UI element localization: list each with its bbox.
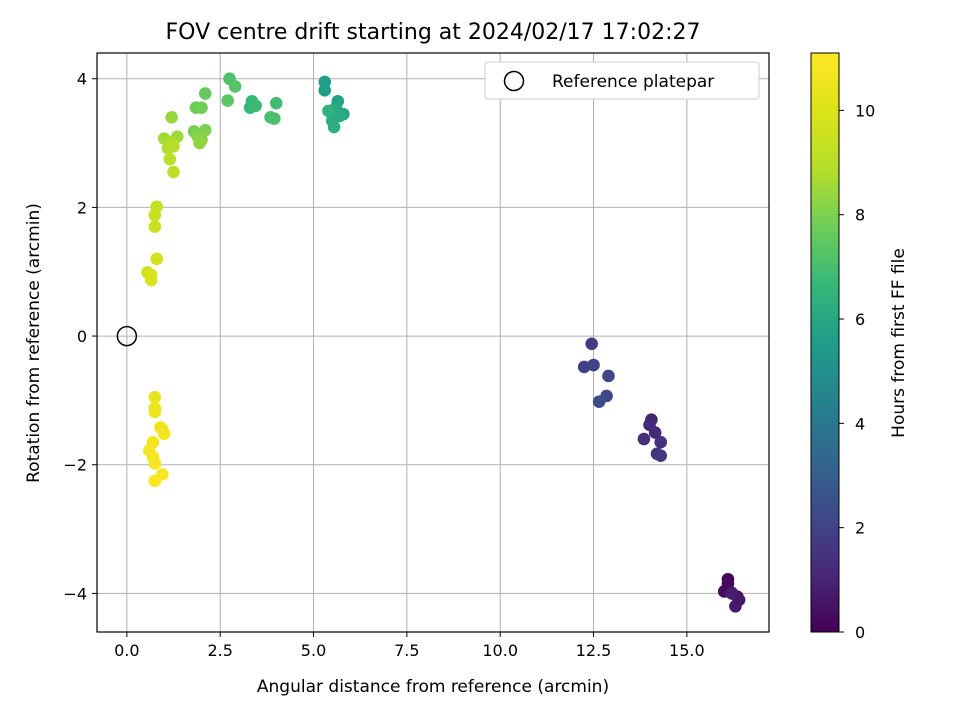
chart-title: FOV centre drift starting at 2024/02/17 … <box>166 20 701 45</box>
data-point <box>322 104 335 118</box>
legend: Reference platepar <box>484 61 760 100</box>
data-point <box>148 208 162 222</box>
data-point <box>654 435 668 449</box>
data-point <box>269 96 283 110</box>
data-point <box>585 337 598 351</box>
data-point <box>602 369 615 383</box>
data-point <box>228 80 242 93</box>
data-point <box>167 165 180 179</box>
data-point <box>148 390 162 404</box>
data-point <box>587 358 600 372</box>
plot-area: 0.0 2.5 5.0 7.5 10.0 12.5 15.0 −4 −2 0 2 4 <box>63 52 770 660</box>
data-point <box>592 395 606 408</box>
colorbar-gradient <box>810 52 840 633</box>
data-point <box>648 426 662 439</box>
data-point <box>148 474 162 488</box>
colorbar-title: Hours from first FF file <box>889 248 909 438</box>
data-point <box>577 360 591 374</box>
data-point <box>637 432 651 446</box>
data-point <box>193 136 206 150</box>
x-tick-label: 0.0 <box>114 641 139 660</box>
data-point <box>654 449 668 463</box>
x-tick-label: 12.5 <box>576 641 612 660</box>
legend-entry-label: Reference platepar <box>552 72 714 92</box>
y-axis-title: Rotation from reference (arcmin) <box>24 203 44 483</box>
data-point <box>148 220 162 233</box>
legend-box <box>484 61 760 100</box>
y-tick-label: −4 <box>63 584 87 603</box>
reference-platepar-marker <box>116 325 138 347</box>
colorbar-tick-label: 10 <box>855 101 875 120</box>
x-tick-label: 15.0 <box>669 641 705 660</box>
x-tick-label: 7.5 <box>394 641 419 660</box>
x-tick-label: 5.0 <box>301 641 326 660</box>
x-axis-title: Angular distance from reference (arcmin) <box>257 677 609 697</box>
x-tick-label: 2.5 <box>207 641 232 660</box>
data-point <box>157 427 171 441</box>
data-point <box>268 112 281 125</box>
data-point <box>165 111 178 124</box>
data-point <box>167 139 180 153</box>
data-point <box>318 84 332 97</box>
y-tick-label: 4 <box>77 70 87 89</box>
data-point <box>148 457 162 470</box>
data-point <box>327 120 341 134</box>
x-tick-label: 10.0 <box>482 641 518 660</box>
data-point <box>249 99 262 113</box>
data-point <box>725 587 738 600</box>
data-point <box>729 599 742 613</box>
data-point <box>221 94 234 107</box>
colorbar-tick-label: 8 <box>855 206 865 225</box>
data-point <box>163 152 177 166</box>
colorbar-tick-label: 0 <box>855 623 865 642</box>
data-point <box>144 273 158 287</box>
y-tick-label: 0 <box>77 327 87 346</box>
data-point <box>150 252 164 266</box>
y-tick-label: −2 <box>63 456 87 475</box>
colorbar-ticks: 0 2 4 6 8 10 <box>839 101 875 642</box>
legend-reference-marker <box>503 70 525 92</box>
colorbar-tick-label: 6 <box>855 310 865 329</box>
colorbar-tick-label: 4 <box>855 414 865 433</box>
y-tick-label: 2 <box>77 198 87 217</box>
plot-frame <box>96 52 770 633</box>
data-point <box>198 87 212 100</box>
data-point <box>195 101 208 114</box>
colorbar: 0 2 4 6 8 10 Hours from first FF file <box>810 52 909 642</box>
colorbar-tick-label: 2 <box>855 519 865 538</box>
data-point <box>148 405 162 419</box>
